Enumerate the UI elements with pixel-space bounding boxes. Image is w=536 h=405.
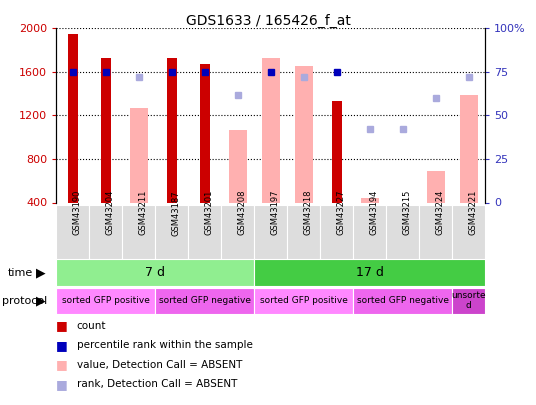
FancyBboxPatch shape bbox=[419, 205, 452, 259]
Text: GSM43215: GSM43215 bbox=[403, 190, 412, 235]
Text: GSM43221: GSM43221 bbox=[468, 190, 478, 235]
Bar bbox=[68, 34, 78, 202]
FancyBboxPatch shape bbox=[56, 205, 90, 259]
Text: GDS1633 / 165426_f_at: GDS1633 / 165426_f_at bbox=[185, 14, 351, 28]
FancyBboxPatch shape bbox=[155, 205, 188, 259]
Text: GSM43201: GSM43201 bbox=[205, 190, 214, 235]
Text: ■: ■ bbox=[56, 339, 68, 352]
Text: protocol: protocol bbox=[2, 296, 47, 305]
FancyBboxPatch shape bbox=[188, 205, 221, 259]
Text: GSM43208: GSM43208 bbox=[237, 190, 247, 235]
FancyBboxPatch shape bbox=[155, 288, 254, 314]
Text: time: time bbox=[8, 268, 33, 277]
FancyBboxPatch shape bbox=[320, 205, 353, 259]
Text: GSM43211: GSM43211 bbox=[139, 190, 148, 235]
FancyBboxPatch shape bbox=[254, 259, 485, 286]
Text: GSM43204: GSM43204 bbox=[106, 190, 115, 235]
FancyBboxPatch shape bbox=[56, 259, 254, 286]
Text: sorted GFP negative: sorted GFP negative bbox=[356, 296, 449, 305]
Text: GSM43224: GSM43224 bbox=[436, 190, 444, 235]
Bar bbox=[295, 66, 312, 202]
Bar bbox=[167, 58, 177, 202]
Text: sorted GFP positive: sorted GFP positive bbox=[260, 296, 348, 305]
Text: GSM43190: GSM43190 bbox=[73, 190, 82, 235]
Text: ■: ■ bbox=[56, 378, 68, 391]
FancyBboxPatch shape bbox=[56, 288, 155, 314]
Bar bbox=[427, 171, 445, 202]
Text: GSM43187: GSM43187 bbox=[172, 190, 181, 236]
Text: GSM43197: GSM43197 bbox=[271, 190, 280, 235]
FancyBboxPatch shape bbox=[287, 205, 320, 259]
FancyBboxPatch shape bbox=[386, 205, 419, 259]
Text: rank, Detection Call = ABSENT: rank, Detection Call = ABSENT bbox=[77, 379, 237, 389]
Bar bbox=[130, 108, 148, 202]
Text: value, Detection Call = ABSENT: value, Detection Call = ABSENT bbox=[77, 360, 242, 370]
Text: ▶: ▶ bbox=[36, 266, 46, 279]
Bar bbox=[361, 198, 379, 202]
Text: count: count bbox=[77, 321, 106, 331]
Text: GSM43227: GSM43227 bbox=[337, 190, 346, 235]
FancyBboxPatch shape bbox=[122, 205, 155, 259]
Text: percentile rank within the sample: percentile rank within the sample bbox=[77, 341, 252, 350]
Bar bbox=[101, 58, 111, 202]
FancyBboxPatch shape bbox=[452, 205, 485, 259]
FancyBboxPatch shape bbox=[254, 288, 353, 314]
Text: ▶: ▶ bbox=[36, 294, 46, 307]
FancyBboxPatch shape bbox=[353, 288, 452, 314]
FancyBboxPatch shape bbox=[221, 205, 254, 259]
Bar bbox=[459, 95, 478, 202]
Bar bbox=[393, 202, 412, 206]
Text: sorted GFP negative: sorted GFP negative bbox=[159, 296, 251, 305]
Bar bbox=[229, 130, 247, 202]
FancyBboxPatch shape bbox=[254, 205, 287, 259]
Text: unsorte
d: unsorte d bbox=[451, 291, 486, 310]
Text: 7 d: 7 d bbox=[145, 266, 165, 279]
Text: GSM43218: GSM43218 bbox=[304, 190, 312, 235]
Text: sorted GFP positive: sorted GFP positive bbox=[62, 296, 150, 305]
Bar bbox=[200, 64, 210, 202]
Text: 17 d: 17 d bbox=[356, 266, 384, 279]
Text: GSM43194: GSM43194 bbox=[370, 190, 378, 235]
FancyBboxPatch shape bbox=[452, 288, 485, 314]
Bar bbox=[262, 58, 280, 202]
Text: ■: ■ bbox=[56, 320, 68, 333]
FancyBboxPatch shape bbox=[353, 205, 386, 259]
Text: ■: ■ bbox=[56, 358, 68, 371]
FancyBboxPatch shape bbox=[90, 205, 122, 259]
Bar bbox=[332, 101, 341, 202]
